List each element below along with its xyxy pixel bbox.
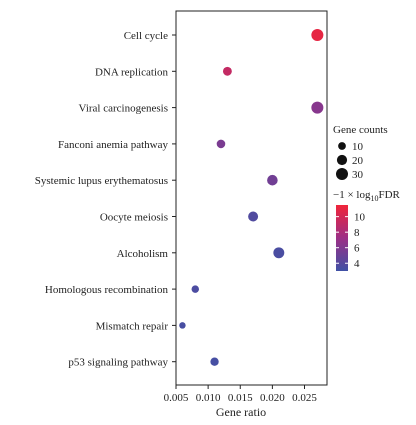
size-legend-label: 10: [352, 141, 364, 153]
x-tick-label: 0.015: [228, 392, 253, 404]
color-legend-title: −1 × log10FDR: [333, 189, 401, 203]
y-tick-label: Fanconi anemia pathway: [58, 139, 168, 151]
data-point: [248, 211, 259, 222]
color-legend-label: 6: [354, 243, 360, 255]
color-legend-title-suffix: FDR: [378, 189, 400, 201]
y-tick-label: Systemic lupus erythematosus: [35, 175, 168, 187]
y-tick-label: Homologous recombination: [45, 284, 169, 296]
data-points: [179, 29, 324, 366]
size-legend-label: 30: [352, 169, 364, 181]
plot-panel: [175, 10, 328, 386]
color-legend-title-subscript: 10: [370, 194, 378, 203]
data-point: [216, 139, 226, 149]
data-point: [222, 66, 232, 76]
color-legend-ticks: 10 8 6 4: [336, 212, 366, 270]
x-tick-label: 0.010: [196, 392, 221, 404]
y-axis-labels: Cell cycle DNA replication Viral carcinoge…: [35, 30, 169, 369]
size-legend-dot: [336, 154, 348, 166]
data-point: [267, 174, 278, 186]
y-tick-label: Alcoholism: [117, 248, 169, 260]
data-point: [210, 357, 219, 366]
color-legend-title-prefix: −1 × log: [333, 189, 371, 201]
x-axis-ticks: 0.005 0.010 0.015 0.020 0.025: [164, 385, 317, 404]
y-tick-label: Viral carcinogenesis: [79, 103, 168, 115]
color-legend-bar: [336, 205, 348, 271]
y-tick-label: DNA replication: [95, 66, 169, 78]
size-legend-dot: [336, 168, 348, 180]
size-legend-dot: [338, 142, 346, 150]
y-axis-ticks: [172, 34, 176, 363]
x-tick-label: 0.025: [292, 392, 317, 404]
size-legend: 10 20 30: [336, 141, 364, 181]
x-tick-label: 0.005: [164, 392, 189, 404]
y-tick-label: Oocyte meiosis: [100, 212, 168, 224]
data-point: [191, 285, 200, 293]
data-point: [273, 247, 285, 259]
color-legend-label: 8: [354, 227, 360, 239]
x-axis-title: Gene ratio: [216, 405, 266, 419]
color-legend-label: 4: [354, 258, 360, 270]
data-point: [311, 101, 324, 114]
size-legend-label: 20: [352, 155, 364, 167]
y-tick-label: Mismatch repair: [96, 320, 169, 332]
y-tick-label: Cell cycle: [124, 30, 168, 42]
color-legend-label: 10: [354, 212, 366, 224]
x-tick-label: 0.020: [260, 392, 285, 404]
data-point: [311, 29, 324, 41]
size-legend-title: Gene counts: [333, 124, 388, 136]
y-tick-label: p53 signaling pathway: [68, 357, 168, 369]
data-point: [179, 322, 186, 329]
